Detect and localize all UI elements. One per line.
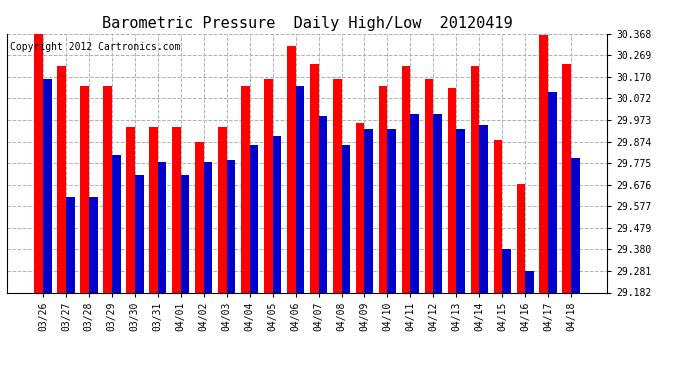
Bar bbox=[57, 66, 66, 292]
Bar bbox=[364, 129, 373, 292]
Bar bbox=[456, 129, 465, 292]
Bar bbox=[480, 125, 488, 292]
Bar bbox=[218, 127, 226, 292]
Bar bbox=[295, 86, 304, 292]
Bar bbox=[333, 79, 342, 292]
Bar bbox=[517, 184, 525, 292]
Bar bbox=[319, 116, 327, 292]
Bar bbox=[549, 92, 557, 292]
Bar bbox=[356, 123, 364, 292]
Bar bbox=[264, 79, 273, 292]
Bar bbox=[66, 197, 75, 292]
Bar bbox=[226, 160, 235, 292]
Bar bbox=[502, 249, 511, 292]
Bar bbox=[135, 175, 144, 292]
Bar bbox=[540, 36, 549, 292]
Bar bbox=[80, 86, 89, 292]
Bar bbox=[241, 86, 250, 292]
Bar bbox=[571, 158, 580, 292]
Title: Barometric Pressure  Daily High/Low  20120419: Barometric Pressure Daily High/Low 20120… bbox=[101, 16, 513, 31]
Bar bbox=[388, 129, 396, 292]
Bar bbox=[34, 34, 43, 292]
Bar bbox=[411, 114, 419, 292]
Bar bbox=[149, 127, 158, 292]
Bar bbox=[250, 145, 258, 292]
Bar bbox=[287, 46, 295, 292]
Bar bbox=[379, 86, 388, 292]
Bar bbox=[493, 140, 502, 292]
Bar bbox=[89, 197, 97, 292]
Bar bbox=[433, 114, 442, 292]
Bar bbox=[112, 156, 121, 292]
Bar bbox=[342, 145, 351, 292]
Bar bbox=[402, 66, 411, 292]
Bar bbox=[158, 162, 166, 292]
Bar bbox=[103, 86, 112, 292]
Bar bbox=[43, 79, 52, 292]
Bar bbox=[424, 79, 433, 292]
Bar bbox=[204, 162, 213, 292]
Bar bbox=[181, 175, 190, 292]
Bar bbox=[195, 142, 204, 292]
Bar bbox=[448, 88, 456, 292]
Text: Copyright 2012 Cartronics.com: Copyright 2012 Cartronics.com bbox=[10, 42, 180, 51]
Bar bbox=[562, 64, 571, 292]
Bar bbox=[273, 136, 282, 292]
Bar bbox=[471, 66, 480, 292]
Bar bbox=[172, 127, 181, 292]
Bar bbox=[126, 127, 135, 292]
Bar bbox=[525, 271, 534, 292]
Bar bbox=[310, 64, 319, 292]
